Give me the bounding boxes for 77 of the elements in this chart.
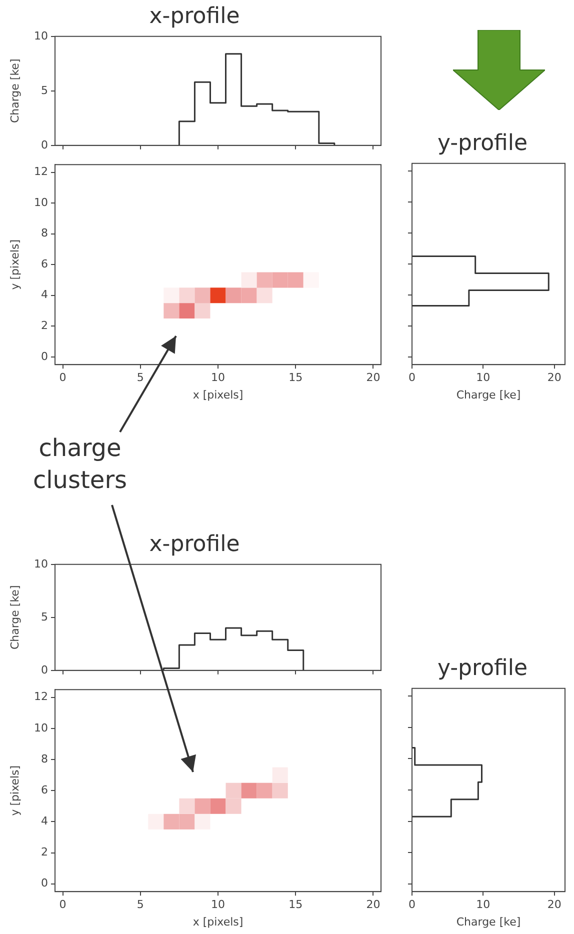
y-axis-title: y [pixels] [8,765,22,816]
x-tick-label: 5 [136,898,144,912]
y-tick-label: 6 [41,257,48,270]
point [179,302,195,319]
point [256,288,272,304]
x-axis-title: Charge [ke] [456,915,521,928]
y-tick-label: 10 [34,557,48,570]
chart-title: y-profile [437,656,528,681]
x-tick-label: 20 [547,898,562,912]
point [194,288,210,304]
x-tick-label: 15 [288,371,303,384]
y-tick-label: 5 [41,84,48,97]
chart-title: x-profile [149,4,240,29]
x-axis-title: x [pixels] [192,915,244,928]
point [256,272,272,288]
y-tick-label: 0 [41,663,48,676]
x-tick-label: 0 [59,898,66,912]
point [194,302,210,319]
chart-title: y-profile [437,130,528,156]
point [288,272,304,288]
y-tick-label: 12 [34,165,48,178]
chart-title: x-profile [149,532,240,557]
point [226,782,242,798]
point [256,782,272,798]
point [164,302,180,319]
point [226,288,242,304]
point [272,272,288,288]
point [210,288,226,304]
y-tick-label: 10 [34,721,48,734]
y-tick-label: 4 [41,814,48,828]
point [226,798,242,814]
x-axis-title: Charge [ke] [456,388,521,402]
y-axis-title: Charge [ke] [8,58,22,124]
point [179,798,195,814]
y-tick-label: 12 [34,690,48,704]
x-tick-label: 5 [136,371,144,384]
y-tick-label: 10 [34,29,48,42]
point [194,814,210,830]
point [272,782,288,798]
y-tick-label: 0 [41,350,48,363]
y-tick-label: 0 [41,138,48,152]
point [179,288,195,304]
y-tick-label: 8 [41,752,48,766]
point [164,288,180,304]
y-tick-label: 10 [34,196,48,209]
point [179,814,195,830]
x-tick-label: 0 [59,371,66,384]
x-tick-label: 15 [288,898,303,912]
y-tick-label: 8 [41,226,48,240]
point [241,272,257,288]
x-tick-label: 20 [547,371,562,384]
x-tick-label: 20 [366,371,380,384]
y-axis-title: y [pixels] [8,239,22,290]
y-tick-label: 4 [41,288,48,302]
text: charge clusters [32,433,128,496]
x-tick-label: 0 [408,371,416,384]
x-tick-label: 0 [408,898,416,912]
point [148,814,164,830]
y-tick-label: 6 [41,783,48,796]
x-tick-label: 20 [366,898,380,912]
y-tick-label: 5 [41,610,48,624]
point [194,798,210,814]
y-tick-label: 2 [41,846,48,859]
y-tick-label: 0 [41,876,48,890]
point [241,782,257,798]
point [164,814,180,830]
y-axis-title: Charge [ke] [8,585,22,650]
point [272,767,288,783]
x-tick-label: 10 [211,898,225,912]
x-tick-label: 10 [211,371,225,384]
x-tick-label: 10 [476,898,490,912]
point [210,798,226,814]
y-tick-label: 2 [41,319,48,332]
x-tick-label: 10 [476,371,490,384]
point [241,288,257,304]
point [303,272,319,288]
x-axis-title: x [pixels] [192,388,244,402]
